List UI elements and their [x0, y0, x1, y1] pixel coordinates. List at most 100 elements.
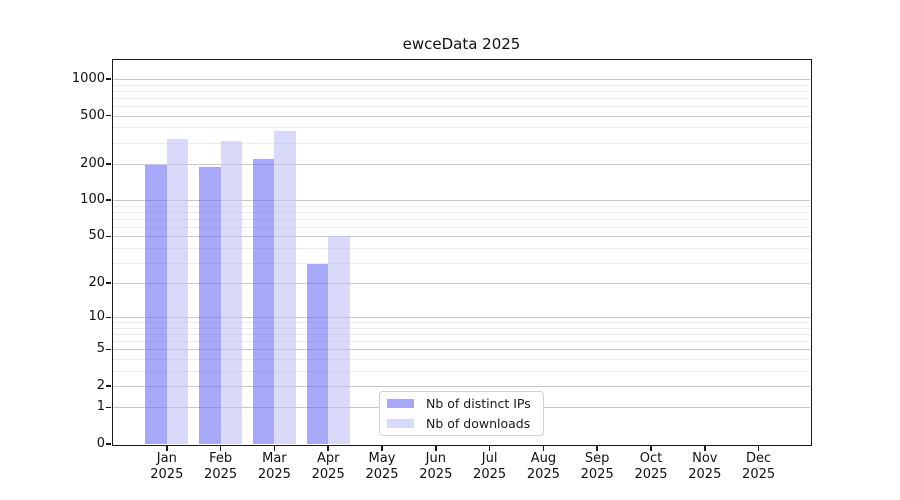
y-tick-mark [106, 348, 111, 351]
x-tick-label-year: 2025 [257, 466, 291, 482]
x-tick-label-year: 2025 [688, 466, 722, 482]
x-tick-mark [542, 445, 545, 451]
major-gridline [113, 385, 810, 387]
x-tick-mark [704, 445, 706, 451]
minor-gridline [113, 84, 810, 86]
x-tick-mark [596, 445, 598, 451]
y-tick-mark [106, 443, 111, 445]
x-tick-mark [166, 445, 168, 451]
major-gridline [113, 283, 810, 285]
y-tick-mark [106, 282, 111, 284]
x-tick-mark [650, 445, 652, 451]
minor-gridline [113, 358, 810, 360]
y-tick-mark [106, 235, 111, 238]
x-tick-label: May 2025 [350, 451, 414, 482]
minor-gridline [113, 322, 810, 324]
x-tick-label-month: Apr [316, 451, 340, 466]
y-tick-label: 2 [96, 377, 105, 393]
x-tick-mark [327, 445, 329, 451]
bar-distinct-ips [306, 264, 329, 444]
x-tick-label: Nov 2025 [673, 451, 737, 482]
minor-gridline [113, 211, 810, 213]
x-tick-label-year: 2025 [634, 466, 668, 482]
x-tick-label-month: Jul [481, 451, 498, 466]
x-tick-label-month: Dec [746, 451, 772, 466]
minor-gridline [113, 341, 810, 343]
minor-gridline [113, 218, 810, 220]
major-gridline [113, 163, 810, 165]
x-tick-label-month: Sep [584, 451, 610, 466]
x-tick-label: Dec 2025 [727, 451, 791, 482]
y-tick-mark [106, 385, 111, 387]
y-tick-mark [106, 163, 111, 165]
minor-gridline [113, 370, 810, 372]
x-tick-label-year: 2025 [580, 466, 614, 482]
x-tick-label: Sep 2025 [565, 451, 629, 482]
x-tick-label-year: 2025 [204, 466, 238, 482]
x-tick-label-year: 2025 [365, 466, 399, 482]
y-tick-label: 1000 [71, 71, 105, 87]
major-gridline [113, 115, 810, 117]
plot-area: Nb of distinct IPs Nb of downloads [111, 58, 812, 446]
distinct-ips-swatch-icon [387, 399, 414, 408]
minor-gridline [113, 334, 810, 336]
bar-distinct-ips [199, 167, 221, 444]
y-tick-label: 100 [80, 192, 105, 208]
x-tick-label: Aug 2025 [511, 451, 575, 482]
x-tick-mark [435, 445, 437, 451]
x-tick-label-month: Jun [425, 451, 446, 466]
legend-label-distinct-ips: Nb of distinct IPs [426, 396, 531, 411]
y-tick-mark [106, 406, 111, 409]
y-tick-mark [106, 316, 111, 319]
y-tick-mark [106, 114, 111, 117]
legend-item-downloads: Nb of downloads [387, 416, 536, 431]
x-tick-label: Apr 2025 [296, 451, 360, 482]
legend-item-distinct-ips: Nb of distinct IPs [387, 396, 536, 411]
major-gridline [113, 317, 810, 319]
x-tick-label-month: Aug [530, 451, 557, 466]
major-gridline [113, 200, 810, 202]
bar-distinct-ips [252, 158, 275, 444]
bar-downloads [166, 139, 189, 444]
x-tick-label-year: 2025 [311, 466, 345, 482]
minor-gridline [113, 327, 810, 329]
y-tick-label: 10 [88, 309, 105, 325]
minor-gridline [113, 105, 810, 107]
y-tick-label: 500 [80, 107, 105, 123]
x-tick-mark [488, 445, 491, 451]
x-tick-label-month: Mar [262, 451, 287, 466]
minor-gridline [113, 262, 810, 264]
y-tick-label: 20 [88, 275, 105, 291]
bar-downloads [274, 131, 296, 444]
x-tick-mark [273, 445, 276, 451]
major-gridline [113, 236, 810, 238]
chart-title: ewceData 2025 [402, 35, 521, 53]
x-tick-label: Oct 2025 [619, 451, 683, 482]
y-tick-mark [106, 199, 111, 201]
x-tick-label-month: Oct [639, 451, 663, 466]
minor-gridline [113, 97, 810, 99]
bar-distinct-ips [145, 165, 167, 444]
x-tick-label: Jun 2025 [404, 451, 468, 482]
x-tick-mark [219, 445, 222, 451]
minor-gridline [113, 142, 810, 144]
downloads-swatch-icon [387, 419, 414, 428]
legend: Nb of distinct IPs Nb of downloads [379, 391, 544, 436]
legend-label-downloads: Nb of downloads [426, 416, 531, 431]
bar-downloads [328, 236, 350, 444]
x-tick-label: Feb 2025 [189, 451, 253, 482]
x-tick-label-month: Feb [209, 451, 233, 466]
y-tick-label: 5 [96, 341, 105, 357]
x-tick-mark [757, 445, 760, 451]
x-tick-label-year: 2025 [742, 466, 776, 482]
major-gridline [113, 79, 810, 81]
y-tick-label: 0 [96, 436, 105, 451]
minor-gridline [113, 247, 810, 249]
bar-downloads [220, 140, 243, 444]
y-tick-mark [106, 78, 111, 80]
x-tick-label-year: 2025 [419, 466, 453, 482]
x-tick-mark [381, 445, 383, 451]
y-tick-label: 200 [80, 155, 105, 171]
minor-gridline [113, 226, 810, 228]
major-gridline [113, 349, 810, 351]
